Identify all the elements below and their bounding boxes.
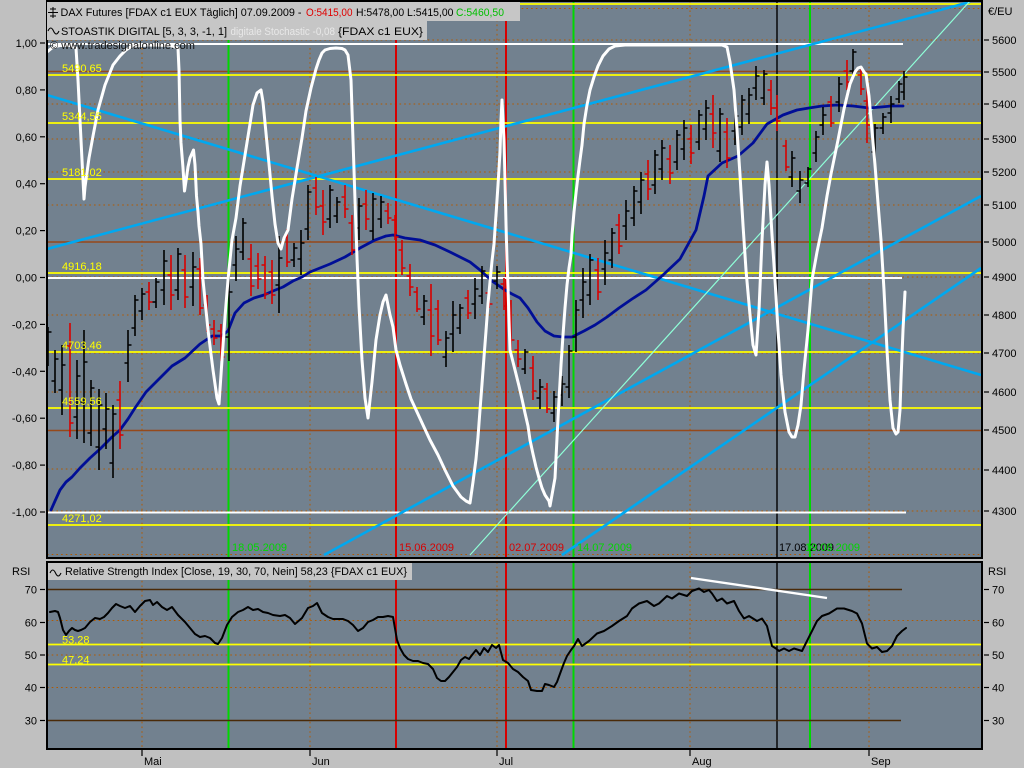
svg-text:€/EU: €/EU: [988, 6, 1013, 18]
svg-text:30: 30: [25, 716, 37, 728]
svg-text:4559,56: 4559,56: [62, 396, 102, 408]
svg-text:5600: 5600: [992, 35, 1016, 47]
svg-text:18.05.2009: 18.05.2009: [232, 542, 287, 554]
svg-text:5490,65: 5490,65: [62, 63, 102, 75]
svg-text:Jul: Jul: [499, 756, 513, 768]
svg-text:4600: 4600: [992, 387, 1016, 399]
svg-text:50: 50: [992, 650, 1004, 662]
svg-text:RSI: RSI: [988, 566, 1006, 578]
svg-text:4300: 4300: [992, 506, 1016, 518]
svg-text:15.06.2009: 15.06.2009: [399, 542, 454, 554]
svg-text:19.08.2009: 19.08.2009: [805, 542, 860, 554]
svg-text:53,28: 53,28: [62, 635, 90, 647]
svg-text:C:5460,50: C:5460,50: [456, 7, 504, 19]
svg-text:RSI: RSI: [12, 566, 30, 578]
svg-text:0,00: 0,00: [16, 273, 37, 285]
svg-text:0,20: 0,20: [16, 226, 37, 238]
svg-text:5100: 5100: [992, 200, 1016, 212]
svg-text:Mai: Mai: [144, 756, 162, 768]
svg-text:60: 60: [992, 618, 1004, 630]
svg-text:Relative Strength Index [Close: Relative Strength Index [Close, 19, 30, …: [65, 566, 407, 578]
svg-text:5500: 5500: [992, 67, 1016, 79]
svg-text:50: 50: [25, 650, 37, 662]
svg-text:STOASTIK DIGITAL [5, 3, 3, -1,: STOASTIK DIGITAL [5, 3, 3, -1, 1]: [61, 26, 227, 38]
svg-text:DAX Futures [FDAX c1 EUX Tägl: DAX Futures [FDAX c1 EUX Täglich] 07.09.…: [61, 7, 302, 19]
svg-text:-1,00: -1,00: [12, 507, 37, 519]
svg-text:4800: 4800: [992, 310, 1016, 322]
svg-text:40: 40: [25, 683, 37, 695]
svg-text:4271,02: 4271,02: [62, 513, 102, 525]
svg-text:5000: 5000: [992, 237, 1016, 249]
svg-text:1,00: 1,00: [16, 38, 37, 50]
svg-text:0,80: 0,80: [16, 85, 37, 97]
svg-text:70: 70: [25, 585, 37, 597]
svg-text:© www.tradesignalonline.com: © www.tradesignalonline.com: [50, 40, 195, 52]
svg-text:60: 60: [25, 618, 37, 630]
svg-text:-0,60: -0,60: [12, 413, 37, 425]
svg-text:4400: 4400: [992, 465, 1016, 477]
svg-text:4700: 4700: [992, 348, 1016, 360]
svg-text:5400: 5400: [992, 99, 1016, 111]
svg-text:5181,02: 5181,02: [62, 167, 102, 179]
svg-text:4916,18: 4916,18: [62, 261, 102, 273]
svg-text:14.07.2009: 14.07.2009: [577, 542, 632, 554]
svg-text:Jun: Jun: [312, 756, 330, 768]
svg-text:H:5478,00 L:5415,00: H:5478,00 L:5415,00: [356, 7, 454, 19]
svg-text:-0,80: -0,80: [12, 460, 37, 472]
svg-text:02.07.2009: 02.07.2009: [509, 542, 564, 554]
svg-text:0,60: 0,60: [16, 132, 37, 144]
svg-text:-0,40: -0,40: [12, 366, 37, 378]
svg-text:O:5415,00: O:5415,00: [306, 7, 353, 19]
svg-text:30: 30: [992, 716, 1004, 728]
svg-text:4900: 4900: [992, 272, 1016, 284]
svg-text:4703,46: 4703,46: [62, 340, 102, 352]
svg-text:70: 70: [992, 585, 1004, 597]
svg-text:Sep: Sep: [871, 756, 891, 768]
svg-text:5344,55: 5344,55: [62, 111, 102, 123]
svg-text:47,24: 47,24: [62, 655, 90, 667]
svg-text:digitale Stochastic -0,08: digitale Stochastic -0,08: [231, 26, 336, 38]
svg-text:5200: 5200: [992, 167, 1016, 179]
svg-text:17.08.2009: 17.08.2009: [779, 542, 834, 554]
svg-text:{FDAX c1 EUX}: {FDAX c1 EUX}: [338, 26, 423, 38]
svg-text:40: 40: [992, 683, 1004, 695]
svg-text:5300: 5300: [992, 134, 1016, 146]
svg-text:-0,20: -0,20: [12, 319, 37, 331]
svg-text:0,40: 0,40: [16, 179, 37, 191]
svg-text:4500: 4500: [992, 425, 1016, 437]
svg-text:Aug: Aug: [692, 756, 712, 768]
